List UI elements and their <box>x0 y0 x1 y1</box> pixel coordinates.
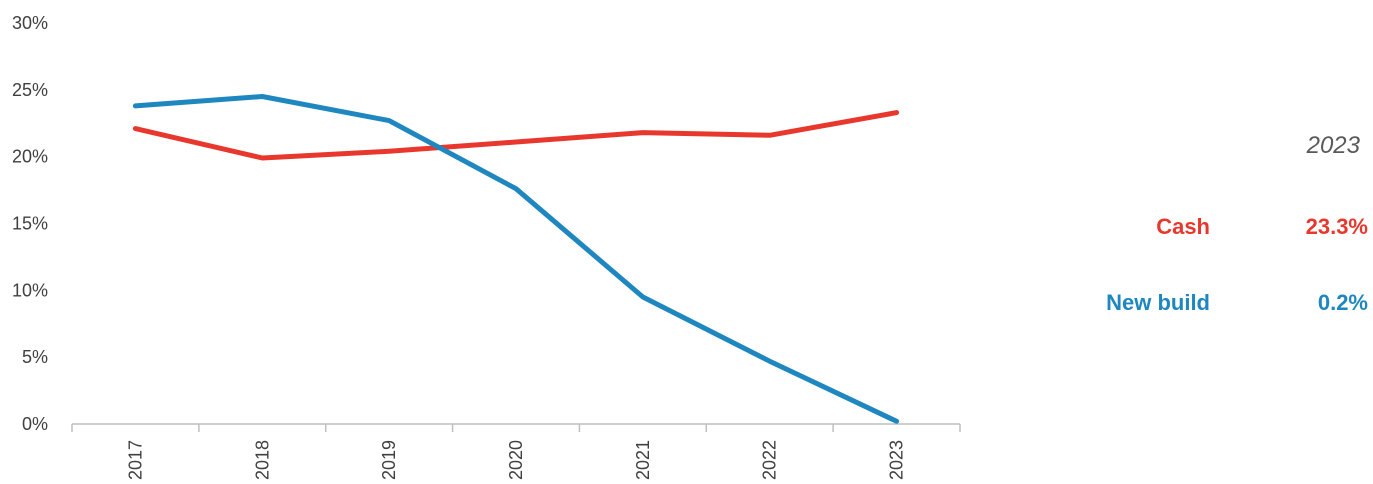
x-tick-label: 2017 <box>125 440 145 480</box>
y-tick-label: 15% <box>12 214 48 234</box>
y-axis-ticks: 0% 5% 10% 15% 20% 25% 30% <box>12 13 48 434</box>
legend-label-cash: Cash <box>1156 214 1210 239</box>
x-tick-label: 2021 <box>633 440 653 480</box>
x-tick-label: 2018 <box>252 440 272 480</box>
x-tick-label: 2022 <box>760 440 780 480</box>
x-axis: 2017 2018 2019 2020 2021 2022 2023 <box>71 423 961 480</box>
y-tick-label: 0% <box>22 414 48 434</box>
legend-label-new-build: New build <box>1106 290 1210 315</box>
y-tick-label: 20% <box>12 147 48 167</box>
series-line-cash <box>132 110 900 161</box>
x-tick-label: 2023 <box>887 440 907 480</box>
y-tick-label: 5% <box>22 347 48 367</box>
y-tick-label: 30% <box>12 13 48 33</box>
series-line-new-build <box>132 94 900 424</box>
y-tick-label: 10% <box>12 280 48 300</box>
legend-value-new-build: 0.2% <box>1317 290 1368 315</box>
y-tick-label: 25% <box>12 80 48 100</box>
legend-value-cash: 23.3% <box>1305 214 1368 239</box>
x-tick-label: 2019 <box>379 440 399 480</box>
series-lines <box>132 94 900 424</box>
x-tick-label: 2020 <box>506 440 526 480</box>
legend-year: 2023 <box>1306 132 1360 159</box>
